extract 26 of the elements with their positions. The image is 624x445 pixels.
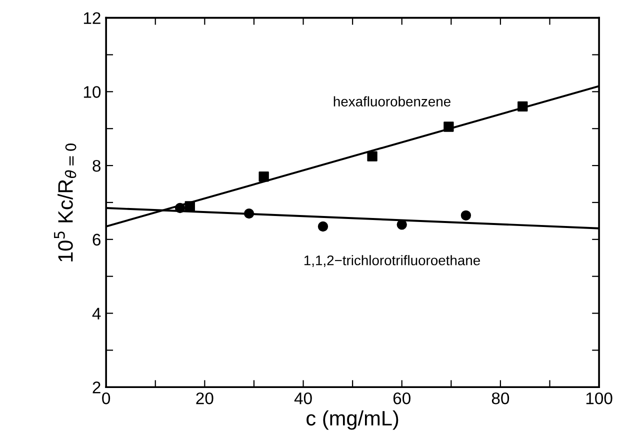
x-tick-label: 60 [393,392,410,404]
point [367,151,378,162]
y-axis-title: 10$^{5}$ Kc/R$_{θ=0}$ [54,144,76,262]
point [518,101,528,112]
point [258,172,269,182]
point [444,122,454,132]
x-axis-title: c (mg/mL) [306,410,398,430]
x-tick-label: 0 [102,392,110,404]
point [174,202,186,214]
point [184,201,195,212]
y-tick-label: 4 [92,308,101,320]
y-tick-label: 10 [84,86,101,98]
y-tick-label: 12 [84,12,100,24]
point [460,210,472,220]
x-tick-label: 80 [492,392,510,404]
annotation: 1,1,2−trichlorotrifluoroethane [304,255,480,267]
y-tick-label: 2 [92,382,100,394]
point [318,221,328,232]
x-tick-label: 40 [294,392,312,404]
x-tick-label: 20 [196,392,214,404]
y-tick-label: 6 [92,234,100,246]
point [396,220,407,230]
x-tick-label: 100 [586,392,612,404]
y-tick-label: 8 [92,160,100,172]
point [244,208,254,219]
annotation: hexafluorobenzene [334,96,450,106]
